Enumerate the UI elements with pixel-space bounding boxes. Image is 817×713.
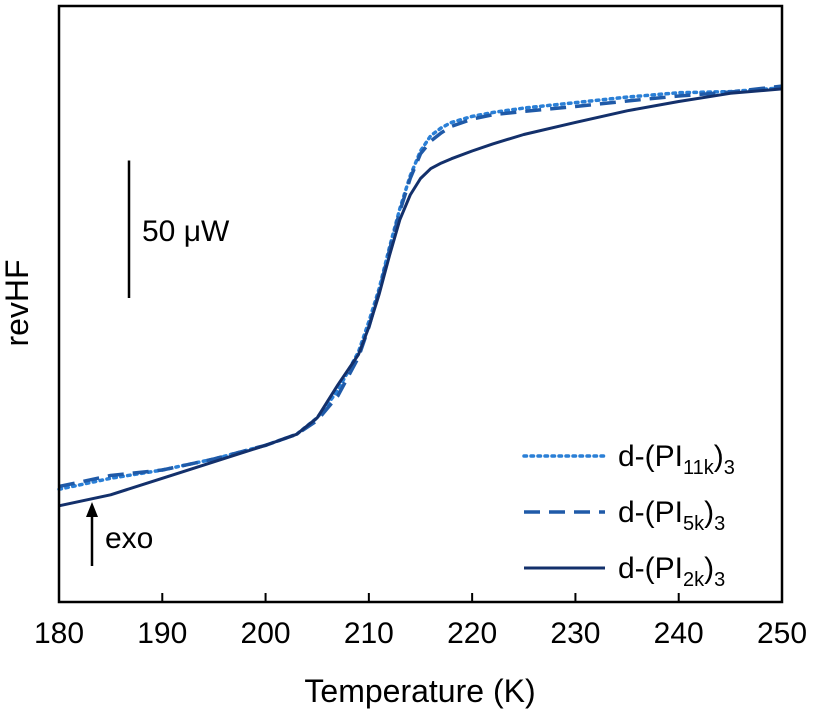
legend-label-2: d-(PI5k)3 bbox=[618, 496, 725, 535]
plot-frame bbox=[57, 4, 784, 604]
x-axis-tick-labels: 180 190 200 210 220 230 240 250 bbox=[34, 617, 807, 650]
legend: d-(PI11k)3 d-(PI5k)3 d-(PI2k)3 bbox=[522, 440, 735, 591]
x-tick-label: 230 bbox=[550, 617, 600, 650]
scale-bar-label: 50 μW bbox=[142, 215, 230, 248]
x-tick-label: 210 bbox=[344, 617, 394, 650]
x-tick-label: 200 bbox=[241, 617, 291, 650]
x-tick-label: 220 bbox=[447, 617, 497, 650]
exo-label: exo bbox=[105, 522, 153, 555]
x-tick-label: 240 bbox=[654, 617, 704, 650]
legend-label-1: d-(PI11k)3 bbox=[618, 440, 735, 479]
x-tick-label: 190 bbox=[137, 617, 187, 650]
x-axis-ticks bbox=[58, 593, 783, 602]
exo-arrow-icon bbox=[86, 502, 98, 566]
x-tick-label: 180 bbox=[34, 617, 84, 650]
plot-lines bbox=[57, 84, 784, 508]
series-line-2 bbox=[58, 84, 783, 489]
y-axis-title: revHF bbox=[0, 259, 35, 346]
x-axis-title: Temperature (K) bbox=[304, 673, 535, 709]
series-line-1 bbox=[57, 86, 784, 492]
series-line-3 bbox=[58, 87, 783, 508]
legend-label-3: d-(PI2k)3 bbox=[618, 552, 725, 591]
x-tick-label: 250 bbox=[757, 617, 807, 650]
